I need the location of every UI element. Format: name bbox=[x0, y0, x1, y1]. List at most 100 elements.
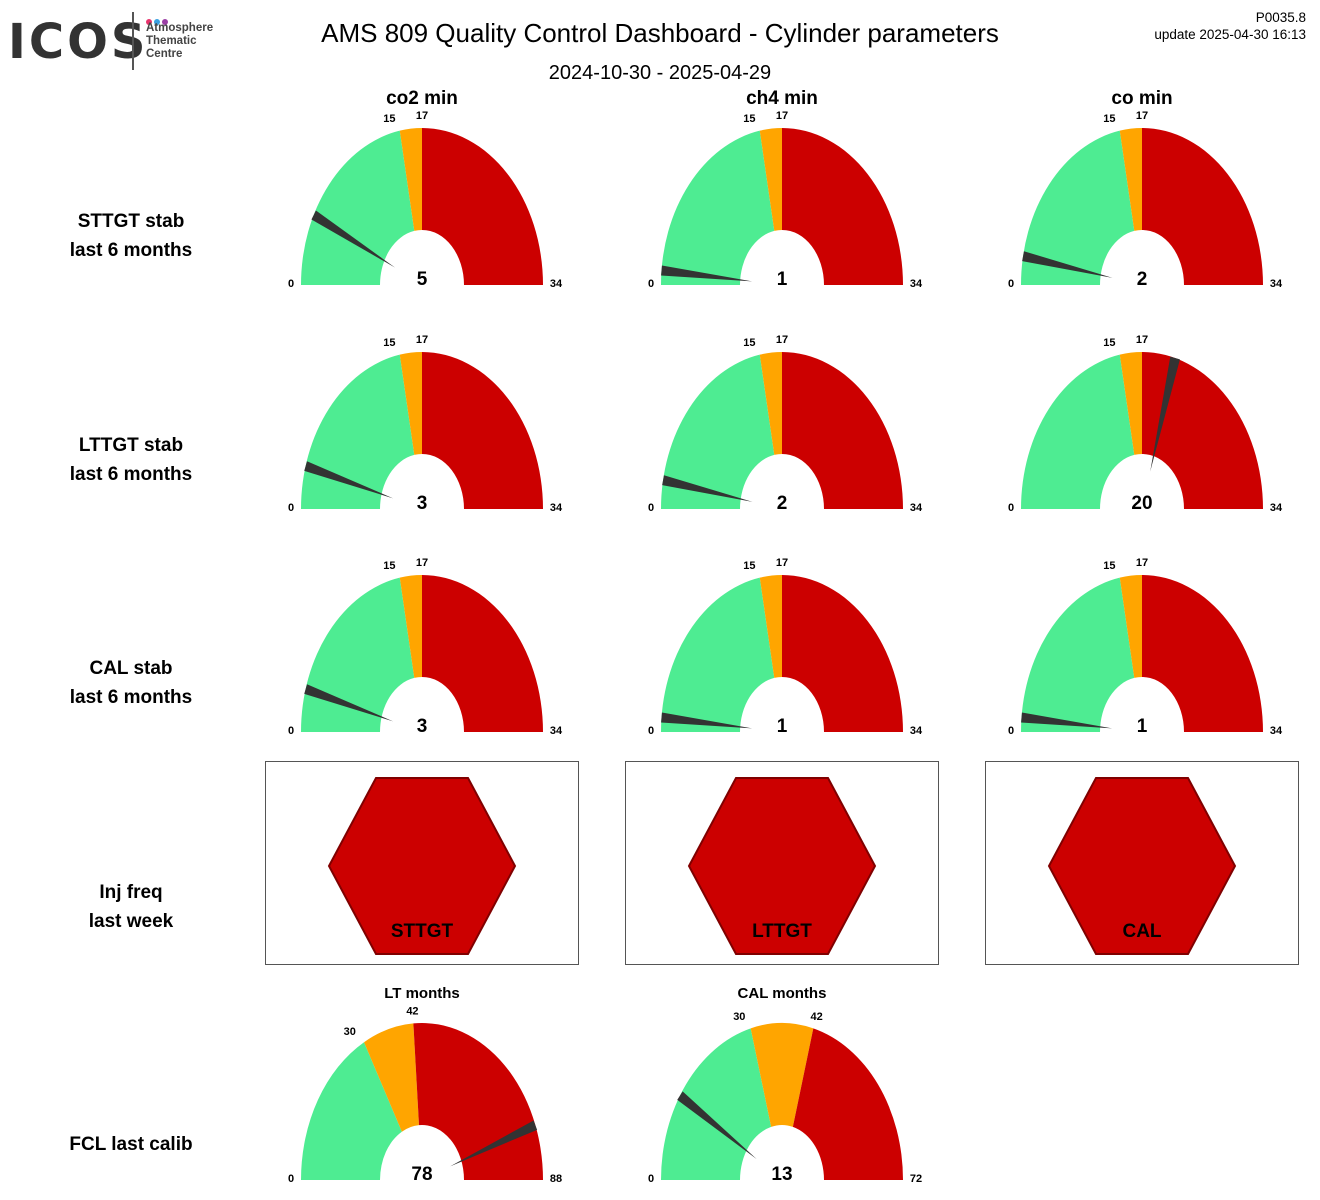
gauge-zone-bad bbox=[422, 575, 543, 732]
status-hexagon bbox=[327, 777, 517, 955]
version-label: P0035.8 bbox=[1255, 10, 1306, 25]
gauge-threshold-label: 15 bbox=[743, 560, 755, 572]
gauge-zone-good bbox=[1021, 577, 1135, 732]
gauge-min-label: 0 bbox=[1008, 502, 1014, 514]
logo-divider bbox=[132, 12, 134, 70]
gauge-threshold-label: 15 bbox=[383, 113, 395, 125]
row-label-sttgt: STTGT stab last 6 months bbox=[0, 207, 262, 265]
gauge-max-label: 34 bbox=[910, 725, 923, 737]
gauge-threshold-label: 17 bbox=[416, 110, 428, 122]
gauge-min-label: 0 bbox=[648, 278, 654, 290]
column-header: co2 min bbox=[386, 88, 458, 109]
gauge-zone-warning bbox=[759, 575, 782, 678]
gauge-max-label: 34 bbox=[550, 278, 563, 290]
gauge-threshold-label: 17 bbox=[1136, 110, 1148, 122]
gauge-needle bbox=[661, 712, 753, 729]
gauge-zone-warning bbox=[1119, 128, 1142, 231]
column-header: ch4 min bbox=[746, 88, 818, 109]
gauge-title: LT months bbox=[384, 985, 460, 1002]
gauge-threshold-label: 15 bbox=[743, 113, 755, 125]
row-label-line: CAL stab bbox=[89, 658, 173, 679]
gauge-threshold-label: 15 bbox=[1103, 113, 1115, 125]
gauge-needle bbox=[304, 684, 394, 722]
gauge-value-label: 3 bbox=[417, 716, 428, 737]
gauge-threshold-label: 30 bbox=[733, 1011, 745, 1023]
gauge-threshold-label: 17 bbox=[776, 334, 788, 346]
gauge-zone-good bbox=[661, 577, 775, 732]
gauge-value-label: 5 bbox=[417, 269, 428, 290]
row-label-lttgt: LTTGT stab last 6 months bbox=[0, 431, 262, 489]
gauge-zone-bad bbox=[1142, 352, 1263, 509]
gauge-zone-bad bbox=[782, 128, 903, 285]
gauge-zone-good bbox=[301, 130, 415, 285]
row-label-line: FCL last calib bbox=[69, 1134, 193, 1155]
gauge-zone-warning bbox=[1119, 352, 1142, 455]
status-label: CAL bbox=[1122, 921, 1161, 942]
gauge-needle bbox=[662, 475, 753, 502]
gauge-threshold-label: 17 bbox=[776, 557, 788, 569]
logo-subtitle-line: Centre bbox=[146, 48, 183, 60]
gauge-threshold-label: 30 bbox=[344, 1026, 356, 1038]
gauge-value-label: 3 bbox=[417, 493, 428, 514]
gauge-max-label: 34 bbox=[910, 278, 923, 290]
gauge-zone-good bbox=[1021, 354, 1135, 509]
row-label-fcl: FCL last calib bbox=[0, 1130, 262, 1159]
gauge-value-label: 1 bbox=[777, 716, 788, 737]
gauge-zone-warning bbox=[759, 352, 782, 455]
row-label-line: LTTGT stab bbox=[78, 435, 184, 456]
logo-subtitle-line: Thematic bbox=[146, 35, 197, 47]
row-label-line: last 6 months bbox=[69, 240, 193, 261]
gauge-max-label: 88 bbox=[550, 1173, 562, 1185]
status-label: STTGT bbox=[391, 921, 454, 942]
column-header: co min bbox=[1111, 88, 1172, 109]
gauge-threshold-label: 17 bbox=[1136, 334, 1148, 346]
gauge-zone-bad bbox=[413, 1023, 543, 1180]
gauge-min-label: 0 bbox=[288, 725, 294, 737]
gauge-threshold-label: 17 bbox=[416, 334, 428, 346]
logo-dot bbox=[162, 19, 168, 25]
status-hexagon bbox=[1047, 777, 1237, 955]
gauge-min-label: 0 bbox=[648, 725, 654, 737]
gauge-zone-bad bbox=[422, 352, 543, 509]
gauge-zone-good bbox=[1021, 130, 1135, 285]
gauge-min-label: 0 bbox=[288, 1173, 294, 1185]
logo-wordmark: ICOS bbox=[8, 14, 149, 70]
gauge-max-label: 34 bbox=[1270, 502, 1283, 514]
gauge-max-label: 34 bbox=[1270, 278, 1283, 290]
gauge-value-label: 78 bbox=[411, 1164, 432, 1185]
gauge-zone-good bbox=[661, 1028, 772, 1180]
dashboard-title: AMS 809 Quality Control Dashboard - Cyli… bbox=[321, 18, 999, 48]
gauge-zone-warning bbox=[399, 575, 422, 678]
gauge-value-label: 1 bbox=[777, 269, 788, 290]
gauge-needle bbox=[1150, 356, 1180, 472]
gauge-zone-bad bbox=[782, 352, 903, 509]
date-range: 2024-10-30 - 2025-04-29 bbox=[548, 62, 772, 84]
gauge-threshold-label: 15 bbox=[383, 560, 395, 572]
gauge-threshold-label: 15 bbox=[743, 337, 755, 349]
gauge-zone-bad bbox=[792, 1028, 903, 1180]
icos-logo: ICOS Atmosphere Thematic Centre bbox=[8, 12, 228, 74]
gauge-needle bbox=[311, 210, 396, 268]
gauge-zone-good bbox=[301, 577, 415, 732]
gauge-min-label: 0 bbox=[648, 502, 654, 514]
gauge-zone-warning bbox=[759, 128, 782, 231]
gauge-zone-warning bbox=[1119, 575, 1142, 678]
gauge-value-label: 20 bbox=[1131, 493, 1152, 514]
gauge-zone-bad bbox=[1142, 128, 1263, 285]
update-timestamp: update 2025-04-30 16:13 bbox=[1154, 27, 1306, 42]
gauge-needle bbox=[677, 1091, 757, 1160]
gauge-needle bbox=[304, 461, 394, 499]
version-info: P0035.8 update 2025-04-30 16:13 bbox=[1154, 9, 1306, 43]
gauge-threshold-label: 17 bbox=[416, 557, 428, 569]
gauge-zone-good bbox=[661, 354, 775, 509]
gauge-threshold-label: 15 bbox=[1103, 560, 1115, 572]
status-label: LTTGT bbox=[752, 921, 812, 942]
gauge-zone-warning bbox=[750, 1022, 814, 1127]
gauge-min-label: 0 bbox=[288, 278, 294, 290]
logo-subtitle: Atmosphere Thematic Centre bbox=[146, 22, 246, 61]
gauge-needle bbox=[1022, 251, 1113, 278]
gauge-value-label: 13 bbox=[771, 1164, 792, 1185]
gauge-threshold-label: 42 bbox=[406, 1005, 418, 1017]
gauge-needle bbox=[661, 265, 753, 282]
